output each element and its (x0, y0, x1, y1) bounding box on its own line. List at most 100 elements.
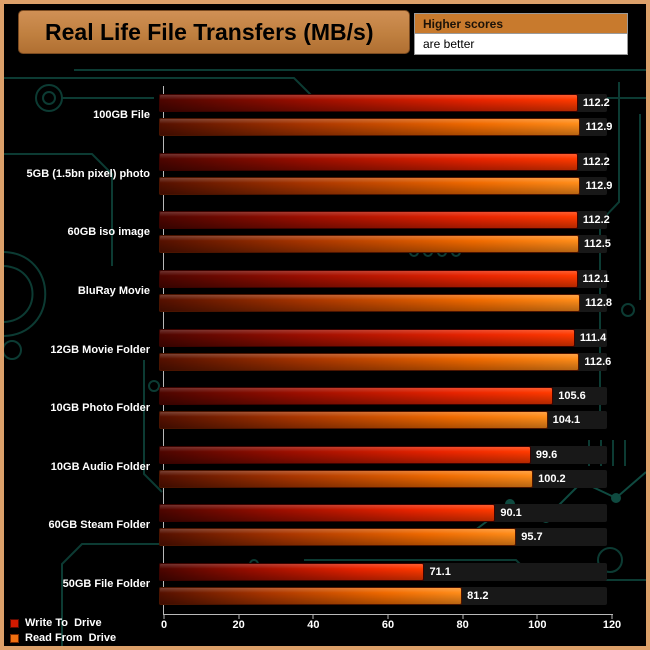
bar-pair: 112.2 112.9 (159, 94, 612, 137)
read-bar: 112.5 (159, 235, 611, 254)
chart-row: BluRay Movie 112.1 112.8 (4, 262, 646, 321)
chart-row: 12GB Movie Folder 111.4 112.6 (4, 320, 646, 379)
chart-row: 60GB iso image 112.2 112.5 (4, 203, 646, 262)
value-label: 95.7 (521, 531, 543, 544)
category-label: 100GB File (93, 109, 150, 122)
note-are-better: are better (414, 34, 628, 55)
category-label: 10GB Audio Folder (50, 460, 150, 473)
bar-pair: 105.6 104.1 (159, 387, 607, 430)
chart-row: 50GB File Folder 71.1 81.2 (4, 555, 646, 614)
bar-chart: 100GB File 112.2 112.9 5GB (1.5bn pixel) ph… (4, 86, 646, 614)
write-bar-track: 99.6 (159, 445, 607, 464)
x-tick-mark (312, 615, 314, 619)
bar-pair: 112.1 112.8 (159, 270, 612, 313)
x-tick-mark (462, 615, 464, 619)
category-label: 5GB (1.5bn pixel) photo (26, 167, 150, 180)
value-label: 99.6 (535, 448, 558, 461)
bar-pair: 90.1 95.7 (159, 504, 607, 547)
read-bar: 100.2 (159, 469, 566, 488)
x-tick-label: 80 (456, 619, 469, 631)
category-label: 60GB iso image (67, 226, 150, 239)
write-bar-track: 112.2 (159, 94, 610, 113)
category-label: BluRay Movie (77, 285, 150, 298)
chart-row: 5GB (1.5bn pixel) photo 112.2 112.9 (4, 145, 646, 204)
write-bar-track: 71.1 (159, 563, 607, 582)
chart-row: 10GB Photo Folder 105.6 104.1 (4, 379, 646, 438)
write-bar: 112.2 (159, 211, 610, 230)
value-label: 71.1 (429, 566, 451, 579)
bar-pair: 112.2 112.5 (159, 211, 611, 254)
write-bar: 90.1 (159, 504, 522, 523)
value-label: 105.6 (558, 390, 586, 403)
value-label: 112.2 (582, 214, 610, 227)
value-label: 112.8 (585, 297, 613, 310)
chart-row: 60GB Steam Folder 90.1 95.7 (4, 496, 646, 555)
legend-write-label: Write To Drive (25, 617, 102, 629)
value-label: 100.2 (538, 472, 566, 485)
x-tick-mark (238, 615, 240, 619)
read-bar: 104.1 (159, 411, 580, 430)
write-bar: 112.1 (159, 270, 609, 289)
read-swatch-icon (10, 633, 19, 643)
read-bar-track: 112.9 (159, 118, 612, 137)
value-label: 81.2 (467, 590, 489, 603)
value-label: 90.1 (500, 507, 522, 520)
category-label: 10GB Photo Folder (50, 402, 150, 415)
write-bar: 112.2 (159, 152, 610, 171)
value-label: 112.5 (584, 238, 611, 251)
write-bar: 99.6 (159, 445, 557, 464)
value-label: 111.4 (579, 331, 607, 344)
category-label: 60GB Steam Folder (48, 519, 150, 532)
category-label: 12GB Movie Folder (50, 343, 150, 356)
write-swatch-icon (10, 618, 19, 628)
write-bar-track: 112.2 (159, 152, 610, 171)
legend-item-read: Read From Drive (10, 631, 116, 645)
x-tick-mark (611, 615, 613, 619)
read-bar-track: 112.9 (159, 176, 612, 195)
value-label: 112.6 (584, 355, 612, 368)
write-bar: 112.2 (159, 94, 610, 113)
write-bar: 105.6 (159, 387, 586, 406)
x-axis-ticks: 0 20 40 60 80 100 120 (161, 615, 621, 635)
write-bar-track: 111.4 (159, 328, 607, 347)
chart-title: Real Life File Transfers (MB/s) (18, 10, 410, 54)
write-bar: 111.4 (159, 328, 606, 347)
bar-pair: 112.2 112.9 (159, 152, 612, 195)
x-tick-mark (387, 615, 389, 619)
value-label: 112.2 (582, 155, 610, 168)
x-tick-label: 120 (602, 619, 622, 631)
read-bar-track: 104.1 (159, 411, 607, 430)
x-tick-label: 100 (528, 619, 547, 631)
legend: Write To Drive Read From Drive (10, 616, 116, 646)
value-label: 112.1 (582, 273, 610, 286)
y-axis-line (163, 86, 164, 615)
read-bar-track: 112.6 (159, 352, 611, 371)
x-tick-label: 20 (232, 619, 245, 631)
write-bar-track: 105.6 (159, 387, 607, 406)
value-label: 112.2 (582, 97, 610, 110)
read-bar-track: 112.5 (159, 235, 611, 254)
legend-read-label: Read From Drive (25, 632, 117, 644)
read-bar: 112.8 (159, 294, 612, 313)
legend-item-write: Write To Drive (10, 616, 116, 630)
write-bar-track: 112.1 (159, 270, 609, 289)
chart-row: 100GB File 112.2 112.9 (4, 86, 646, 145)
read-bar: 112.9 (159, 176, 612, 195)
x-tick-label: 40 (307, 619, 320, 631)
bar-pair: 99.6 100.2 (159, 445, 607, 488)
read-bar-track: 112.8 (159, 294, 612, 313)
value-label: 104.1 (552, 414, 581, 427)
read-bar-track: 81.2 (159, 587, 607, 606)
write-bar-track: 90.1 (159, 504, 607, 523)
write-bar: 71.1 (159, 563, 451, 582)
chart-row: 10GB Audio Folder 99.6 100.2 (4, 438, 646, 497)
read-bar: 95.7 (159, 528, 543, 547)
read-bar: 112.6 (159, 352, 611, 371)
x-tick-mark (536, 615, 538, 619)
read-bar-track: 100.2 (159, 469, 607, 488)
value-label: 112.9 (585, 121, 613, 134)
value-label: 112.9 (585, 179, 613, 192)
write-bar-track: 112.2 (159, 211, 610, 230)
read-bar-track: 95.7 (159, 528, 607, 547)
